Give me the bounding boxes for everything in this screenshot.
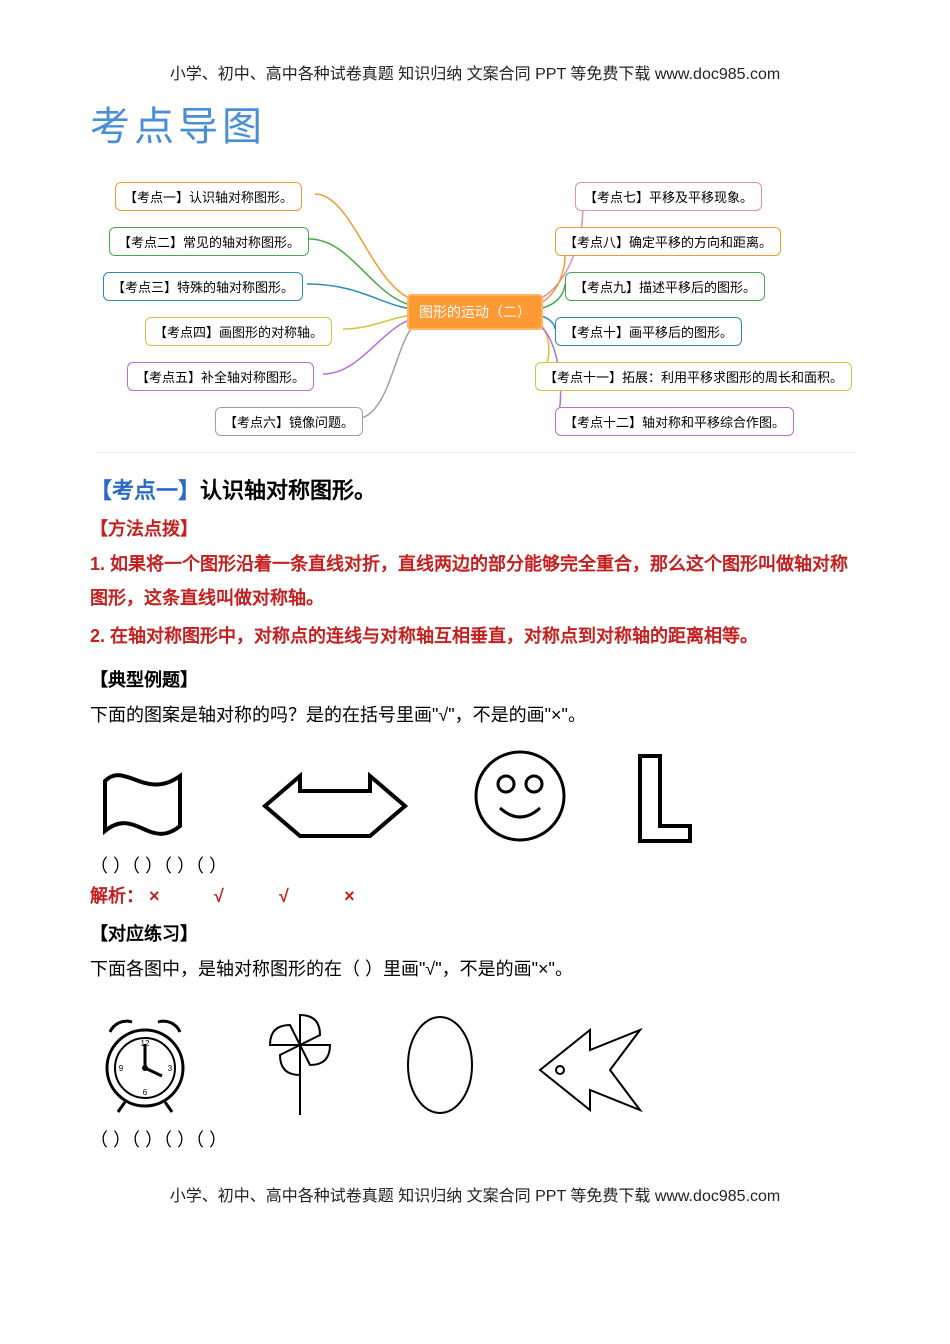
mm-node-left-5: 【考点五】补全轴对称图形。 xyxy=(127,362,314,391)
practice-question: 下面各图中，是轴对称图形的在（ ）里画"√"，不是的画"×"。 xyxy=(90,952,860,986)
section-1-title: 【考点一】认识轴对称图形。 xyxy=(90,473,860,505)
figure-ellipse-icon xyxy=(400,1010,480,1120)
svg-text:9: 9 xyxy=(119,1064,124,1073)
method-p2: 2. 在轴对称图形中，对称点的连线与对称轴互相垂直，对称点到对称轴的距离相等。 xyxy=(90,619,860,653)
answer-4: × xyxy=(344,886,404,907)
answer-2: √ xyxy=(214,886,274,907)
mm-node-right-3: 【考点九】描述平移后的图形。 xyxy=(565,272,765,301)
example-answer: 解析： × √ √ × xyxy=(90,882,860,908)
example-figures xyxy=(90,746,860,846)
svg-text:3: 3 xyxy=(168,1064,173,1073)
mm-node-right-2: 【考点八】确定平移的方向和距离。 xyxy=(555,227,781,256)
method-heading: 【方法点拨】 xyxy=(90,515,860,541)
method-p1: 1. 如果将一个图形沿着一条直线对折，直线两边的部分能够完全重合，那么这个图形叫… xyxy=(90,547,860,615)
main-title: 考点导图 xyxy=(90,94,860,152)
figure-boat-icon xyxy=(260,766,410,846)
answer-3: √ xyxy=(279,886,339,907)
answer-1: × xyxy=(149,886,209,907)
example-heading: 【典型例题】 xyxy=(90,666,860,692)
practice-heading: 【对应练习】 xyxy=(90,920,860,946)
mindmap-diagram: 图形的运动（二） 【考点一】认识轴对称图形。 【考点二】常见的轴对称图形。 【考… xyxy=(95,172,855,453)
mm-node-right-4: 【考点十】画平移后的图形。 xyxy=(555,317,742,346)
section-1-bracket: 【考点一】 xyxy=(90,478,200,503)
figure-l-shape-icon xyxy=(630,746,700,846)
mm-node-right-1: 【考点七】平移及平移现象。 xyxy=(575,182,762,211)
mm-node-left-2: 【考点二】常见的轴对称图形。 xyxy=(109,227,309,256)
mm-node-right-5: 【考点十一】拓展：利用平移求图形的周长和面积。 xyxy=(535,362,852,391)
figure-pinwheel-icon xyxy=(250,1000,350,1120)
mm-node-right-6: 【考点十二】轴对称和平移综合作图。 xyxy=(555,407,794,436)
practice-figures: 12 3 6 9 xyxy=(90,1000,860,1120)
mm-node-left-1: 【考点一】认识轴对称图形。 xyxy=(115,182,302,211)
svg-text:6: 6 xyxy=(143,1088,148,1097)
figure-fish-icon xyxy=(530,1020,650,1120)
mm-node-left-6: 【考点六】镜像问题。 xyxy=(215,407,363,436)
section-1-name: 认识轴对称图形。 xyxy=(200,478,376,503)
example-question: 下面的图案是轴对称的吗？是的在括号里画"√"，不是的画"×"。 xyxy=(90,698,860,732)
mindmap-center: 图形的运动（二） xyxy=(407,294,543,330)
page-footer: 小学、初中、高中各种试卷真题 知识归纳 文案合同 PPT 等免费下载 www.d… xyxy=(90,1182,860,1206)
figure-flag-icon xyxy=(90,756,200,846)
svg-text:12: 12 xyxy=(141,1039,150,1048)
figure-smiley-icon xyxy=(470,746,570,846)
figure-clock-icon: 12 3 6 9 xyxy=(90,1010,200,1120)
example-parens: （ ）（ ）（ ）（ ） xyxy=(90,852,860,878)
practice-parens: （ ）（ ）（ ）（ ） xyxy=(90,1126,860,1152)
answer-label: 解析： xyxy=(90,886,144,906)
page-header: 小学、初中、高中各种试卷真题 知识归纳 文案合同 PPT 等免费下载 www.d… xyxy=(90,60,860,84)
mm-node-left-4: 【考点四】画图形的对称轴。 xyxy=(145,317,332,346)
mm-node-left-3: 【考点三】特殊的轴对称图形。 xyxy=(103,272,303,301)
